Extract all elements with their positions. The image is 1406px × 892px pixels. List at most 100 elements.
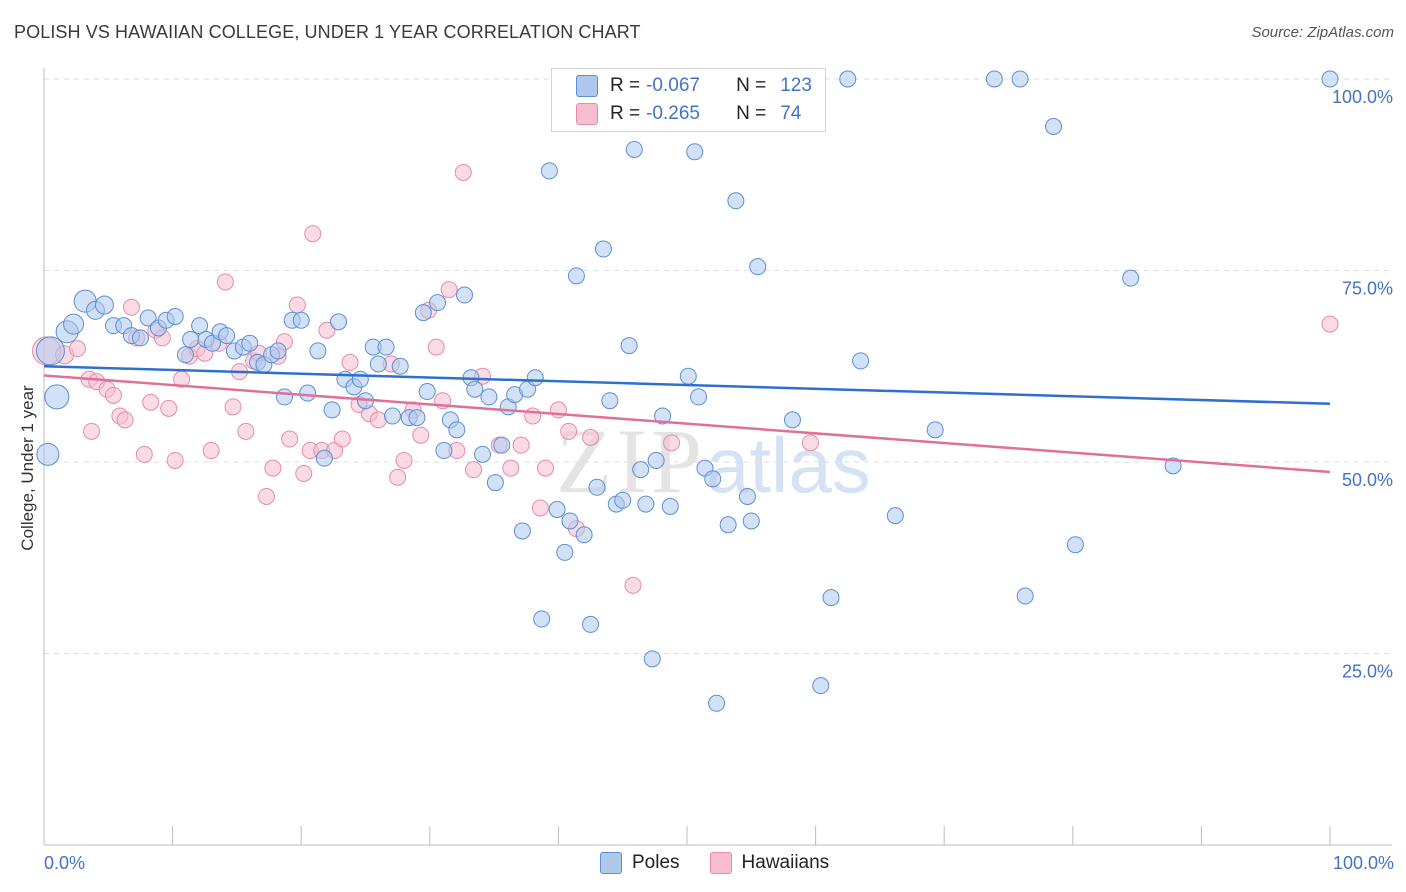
poles-point: [985, 70, 1003, 88]
poles-point: [176, 346, 194, 364]
hawaiians-point: [454, 163, 472, 181]
poles-points: [35, 70, 1339, 712]
hawaiians-trend-line: [43, 374, 1331, 474]
poles-point: [408, 409, 426, 427]
poles-point: [812, 677, 830, 695]
hawaiians-point: [440, 281, 458, 299]
poles-point: [44, 384, 70, 410]
poles-point: [315, 449, 333, 467]
watermark: ZIP atlas: [556, 410, 871, 512]
hawaiians-point: [412, 426, 430, 444]
hawaiians-point: [512, 436, 530, 454]
poles-point: [548, 500, 566, 518]
gridlines: [44, 78, 1392, 654]
hawaiians-point: [531, 499, 549, 517]
poles-point: [218, 327, 236, 345]
poles-point: [131, 329, 149, 347]
poles-point: [166, 307, 184, 325]
poles-point: [1045, 117, 1063, 135]
poles-point: [679, 367, 697, 385]
poles-point: [1321, 70, 1339, 88]
series-legend: Poles Hawaiians: [600, 852, 859, 874]
poles-point: [926, 421, 944, 439]
poles-point: [1066, 536, 1084, 554]
poles-point: [594, 240, 612, 258]
hawaiians-r-value: -0.265: [646, 103, 700, 124]
poles-point: [474, 445, 492, 463]
poles-point: [540, 162, 558, 180]
poles-point: [191, 317, 209, 335]
y-tick-label: 75.0%: [1342, 279, 1393, 299]
poles-point: [561, 512, 579, 530]
poles-swatch: [576, 75, 598, 97]
hawaiians-point: [369, 411, 387, 429]
poles-point: [369, 355, 387, 373]
poles-point: [556, 543, 574, 561]
poles-point: [1164, 457, 1182, 475]
y-tick-label: 100.0%: [1332, 87, 1393, 107]
hawaiians-point: [264, 459, 282, 477]
poles-point: [601, 392, 619, 410]
poles-point: [486, 474, 504, 492]
poles-point: [35, 336, 65, 366]
poles-point: [493, 436, 511, 454]
hawaiians-point: [288, 296, 306, 314]
poles-point: [749, 258, 767, 276]
poles-point: [704, 470, 722, 488]
stats-legend: R = -0.067 N = 123 R = -0.265 N = 74: [551, 68, 826, 132]
hawaiians-point: [224, 398, 242, 416]
hawaiians-point: [281, 430, 299, 448]
poles-point: [351, 370, 369, 388]
poles-point: [637, 495, 655, 513]
legend-hawaiians-swatch: [709, 852, 732, 874]
hawaiians-point: [122, 298, 140, 316]
poles-point: [690, 388, 708, 406]
poles-point: [575, 526, 593, 544]
hawaiians-point: [116, 411, 134, 429]
watermark-atlas: atlas: [706, 421, 871, 509]
poles-point: [269, 342, 287, 360]
poles-point: [1122, 269, 1140, 287]
hawaiians-point: [624, 576, 642, 594]
poles-point: [377, 338, 395, 356]
poles-point: [661, 497, 679, 515]
poles-point: [654, 407, 672, 425]
legend-item-poles: Poles: [600, 852, 680, 874]
hawaiians-point: [318, 321, 336, 339]
poles-n-label: N =: [736, 75, 767, 96]
hawaiians-point: [68, 340, 86, 358]
legend-poles-label: Poles: [632, 852, 680, 873]
poles-point: [329, 313, 347, 331]
poles-point: [384, 407, 402, 425]
poles-point: [708, 694, 726, 712]
poles-n-value: 123: [780, 75, 812, 96]
hawaiians-point: [135, 445, 153, 463]
hawaiians-point: [341, 353, 359, 371]
hawaiians-point: [582, 428, 600, 446]
y-tick-label: 50.0%: [1342, 470, 1393, 490]
poles-point: [567, 267, 585, 285]
poles-r-label: R =: [610, 75, 641, 96]
x-tick-max: 100.0%: [1332, 853, 1394, 873]
poles-point: [719, 516, 737, 534]
poles-point: [435, 442, 453, 460]
y-tick-labels: 100.0% 75.0% 50.0% 25.0%: [1332, 87, 1393, 682]
poles-point: [418, 383, 436, 401]
poles-point: [643, 650, 661, 668]
poles-point: [299, 384, 317, 402]
hawaiians-n-label: N =: [736, 103, 767, 124]
chart-title: POLISH VS HAWAIIAN COLLEGE, UNDER 1 YEAR…: [14, 22, 641, 42]
poles-point: [63, 313, 85, 335]
poles-point: [588, 478, 606, 496]
hawaiians-point: [427, 338, 445, 356]
poles-point: [309, 342, 327, 360]
poles-point: [686, 143, 704, 161]
trend-lines: [43, 365, 1331, 474]
y-tick-label: 25.0%: [1342, 662, 1393, 682]
poles-point: [1016, 587, 1034, 605]
legend-hawaiians-label: Hawaiians: [741, 852, 830, 873]
hawaiians-point: [465, 461, 483, 479]
legend-item-hawaiians: Hawaiians: [709, 852, 830, 874]
poles-point: [391, 357, 409, 375]
